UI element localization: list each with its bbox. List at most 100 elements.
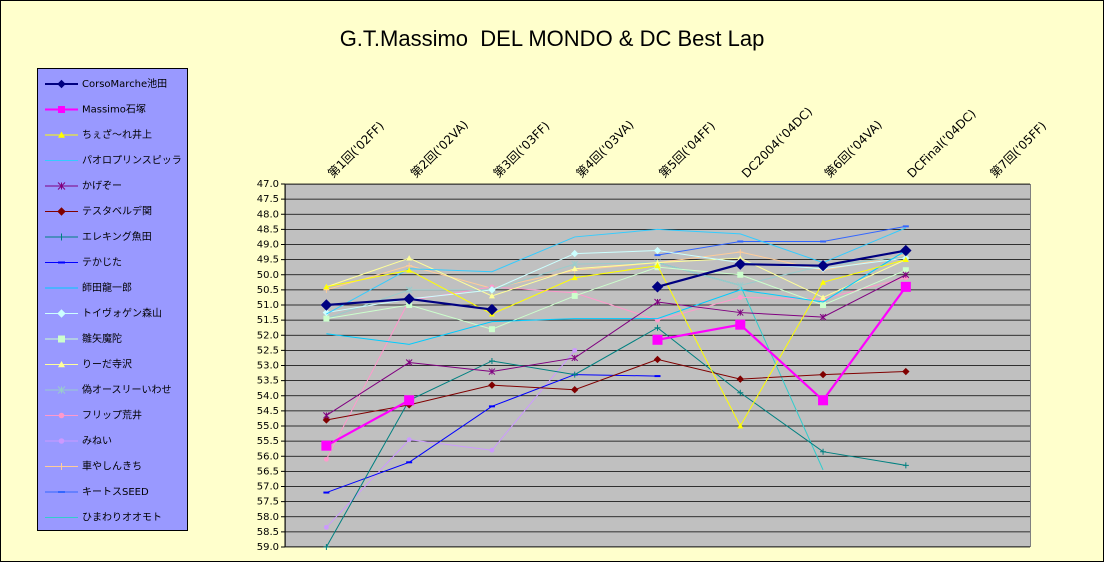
marker — [322, 308, 331, 317]
marker — [406, 437, 412, 443]
marker — [571, 371, 578, 378]
marker — [736, 375, 744, 383]
marker — [320, 299, 333, 311]
marker — [404, 395, 415, 406]
marker — [735, 319, 746, 330]
y-tick-label: 54.5 — [257, 406, 279, 417]
legend-label: パオロプリンスピッラ — [82, 155, 182, 167]
marker — [654, 324, 661, 331]
marker — [488, 292, 495, 299]
marker — [654, 262, 661, 269]
marker — [653, 355, 662, 364]
marker — [571, 249, 579, 258]
marker — [737, 423, 744, 429]
y-tick-label: 53.5 — [257, 376, 279, 387]
marker — [488, 368, 496, 375]
y-tick-label: 57.0 — [257, 482, 279, 493]
marker — [819, 313, 827, 321]
marker — [58, 438, 65, 444]
marker — [323, 315, 330, 322]
legend-label: 雛矢魔陀 — [82, 332, 122, 345]
marker — [323, 524, 329, 530]
marker — [488, 357, 495, 364]
legend-label: トイヴォゲン森山 — [82, 307, 162, 320]
marker — [571, 292, 578, 299]
marker — [488, 326, 495, 333]
y-tick-label: 47.5 — [257, 194, 279, 205]
y-tick-label: 56.5 — [257, 466, 279, 477]
marker — [57, 309, 66, 318]
marker — [902, 462, 909, 469]
marker — [654, 298, 661, 306]
chart-title: G.T.Massimo DEL MONDO & DC Best Lap — [340, 26, 765, 51]
legend-label: ひまわりオオモト — [82, 512, 162, 524]
marker — [58, 335, 65, 343]
marker — [737, 295, 743, 300]
marker — [736, 281, 744, 289]
series-line — [326, 250, 906, 314]
legend-label: 車やしんきち — [82, 460, 142, 473]
y-tick-label: 52.5 — [257, 345, 279, 356]
marker — [902, 367, 910, 376]
marker — [57, 182, 66, 190]
marker — [58, 233, 65, 241]
marker — [902, 256, 909, 263]
marker — [571, 265, 578, 272]
series-line — [326, 250, 907, 345]
marker — [571, 385, 579, 394]
legend-box — [37, 68, 188, 531]
legend-label: テスタベルデ関 — [82, 205, 152, 218]
marker — [57, 207, 66, 216]
marker — [902, 267, 909, 274]
marker — [572, 347, 578, 353]
marker — [820, 448, 827, 455]
y-tick-label: 56.0 — [257, 451, 279, 462]
legend-label: みねい — [82, 435, 112, 447]
legend-label: CorsoMarche池田 — [82, 77, 167, 90]
series-line — [325, 327, 906, 548]
series-line — [326, 257, 907, 298]
marker — [323, 456, 329, 462]
y-tick-label: 47.0 — [257, 179, 279, 190]
marker — [406, 267, 413, 273]
legend-label: テかじた — [82, 257, 122, 269]
marker — [902, 271, 910, 279]
marker — [654, 259, 661, 266]
marker — [322, 416, 331, 424]
series-line — [326, 227, 907, 315]
y-tick-label: 55.5 — [257, 436, 279, 447]
marker — [57, 386, 66, 394]
series-line — [325, 286, 907, 447]
marker — [58, 131, 65, 138]
series-line — [326, 350, 576, 528]
marker — [651, 281, 664, 293]
legend-label: 師田龍一郎 — [82, 281, 132, 294]
y-tick-label: 57.5 — [257, 497, 279, 508]
marker — [819, 370, 827, 379]
series-line — [326, 256, 906, 320]
y-tick-label: 48.5 — [257, 224, 279, 235]
series-line — [326, 274, 907, 416]
y-tick-label: 58.5 — [257, 527, 279, 538]
marker — [403, 293, 415, 305]
legend-label: ちぇざ〜れ井上 — [82, 128, 152, 141]
marker — [58, 106, 65, 113]
marker — [900, 244, 912, 257]
legend-label: 偽オースリーいわせ — [82, 383, 172, 396]
marker — [820, 302, 827, 308]
y-tick-label: 51.0 — [257, 300, 279, 311]
marker — [652, 334, 663, 345]
series-line — [325, 277, 906, 460]
y-tick-label: 49.0 — [257, 240, 279, 251]
marker — [820, 294, 827, 300]
marker — [321, 440, 332, 451]
marker — [653, 246, 662, 255]
y-tick-label: 53.0 — [257, 361, 279, 372]
marker — [323, 544, 330, 550]
marker — [736, 309, 744, 316]
marker — [405, 286, 413, 294]
marker — [323, 283, 330, 290]
marker — [737, 271, 744, 278]
legend-label: かげぞー — [82, 180, 122, 192]
